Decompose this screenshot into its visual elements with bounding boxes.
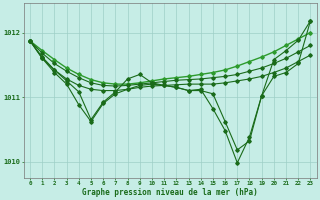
X-axis label: Graphe pression niveau de la mer (hPa): Graphe pression niveau de la mer (hPa) xyxy=(82,188,258,197)
